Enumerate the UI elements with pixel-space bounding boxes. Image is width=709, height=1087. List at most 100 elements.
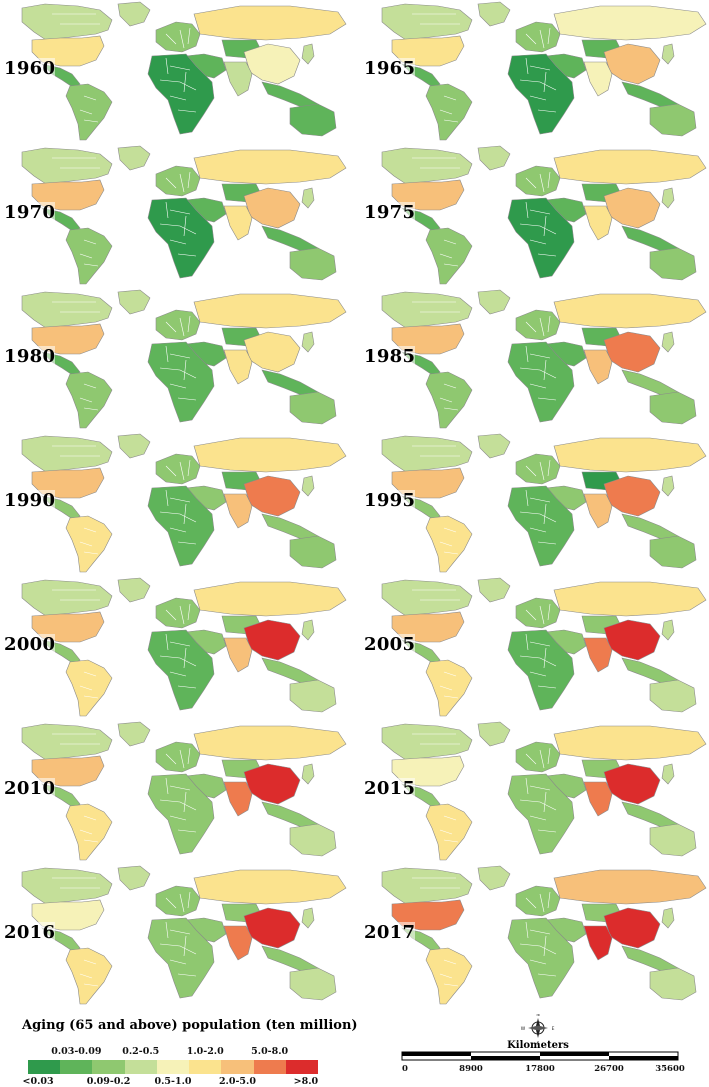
country-borders [439,671,459,699]
country-borders [519,57,557,113]
region-north-america [21,579,113,617]
panel-year-label: 2005 [364,634,416,655]
region-south-america [65,659,113,717]
country-borders [525,747,551,769]
region-north-america [381,723,473,761]
region-india [583,637,613,673]
region-south-america [65,803,113,861]
region-south-america [65,227,113,285]
panel-year-label: 1990 [4,490,56,511]
legend-swatch [28,1060,61,1074]
legend-swatch [285,1060,318,1074]
region-se-asia [621,513,679,541]
country-borders [412,877,460,889]
country-borders [165,171,191,193]
region-russia [193,437,347,473]
region-greenland [117,145,151,171]
region-japan [661,475,675,497]
legend-class-label: 0.03-0.09 [51,1046,102,1057]
world-choropleth-map [381,577,707,717]
region-australia [649,247,697,281]
country-borders [525,315,551,337]
country-borders [525,603,551,625]
country-borders [519,777,557,833]
region-russia [193,725,347,761]
country-borders [165,603,191,625]
region-china [243,475,301,517]
world-choropleth-map [21,865,347,1005]
region-se-asia [621,801,679,829]
region-greenland [117,289,151,315]
country-borders [165,459,191,481]
country-borders [159,57,197,113]
region-china [603,187,661,229]
region-greenland [477,721,511,747]
panel-year-label: 2016 [4,922,56,943]
region-india [223,781,253,817]
region-australia [289,823,337,857]
world-choropleth-map [381,1,707,141]
map-panel-2016: 2016 [0,864,354,1006]
region-south-america [425,803,473,861]
legend-swatch [124,1060,157,1074]
country-borders [412,13,460,25]
region-africa [507,629,575,711]
region-china [243,763,301,805]
panel-year-label: 2010 [4,778,56,799]
region-africa [147,773,215,855]
map-panel-1985: 1985 [360,288,709,430]
panel-year-label: 2015 [364,778,416,799]
region-china [243,187,301,229]
region-india [223,205,253,241]
country-borders [439,815,459,843]
region-australia [649,967,697,1001]
region-europe [155,453,201,485]
region-africa [507,197,575,279]
region-russia [553,149,707,185]
country-borders [439,383,459,411]
country-borders [439,239,459,267]
region-south-america [425,83,473,141]
region-north-america [381,435,473,473]
region-africa [147,629,215,711]
country-borders [159,921,197,977]
region-south-america [65,515,113,573]
region-russia [553,437,707,473]
world-choropleth-map [21,433,347,573]
region-south-america [425,371,473,429]
region-europe [155,741,201,773]
region-north-america [381,867,473,905]
scale-bar-tick-label: 0 [402,1064,408,1074]
country-borders [525,459,551,481]
country-borders [52,157,100,169]
panel-year-label: 2000 [4,634,56,655]
region-greenland [117,433,151,459]
region-japan [661,43,675,65]
legend-color-bar [28,1060,318,1074]
region-se-asia [621,81,679,109]
region-russia [193,5,347,41]
map-panel-1960: 1960 [0,0,354,142]
region-china [603,475,661,517]
region-australia [649,679,697,713]
country-borders [159,633,197,689]
legend-class-label: >8.0 [293,1076,319,1087]
region-india [223,925,253,961]
panel-year-label: 1995 [364,490,416,511]
scale-bar-segment [609,1056,678,1060]
country-borders [79,815,99,843]
legend-class-label: 2.0-5.0 [218,1076,256,1087]
country-borders [525,27,551,49]
region-russia [193,581,347,617]
region-africa [507,917,575,999]
region-russia [193,293,347,329]
region-australia [649,535,697,569]
world-choropleth-map [381,433,707,573]
panel-year-label: 1970 [4,202,56,223]
country-borders [165,747,191,769]
world-choropleth-map [21,721,347,861]
country-borders [159,489,197,545]
region-se-asia [261,513,319,541]
legend-class-label: 0.2-0.5 [122,1046,160,1057]
legend-class-label: 0.09-0.2 [86,1076,131,1087]
